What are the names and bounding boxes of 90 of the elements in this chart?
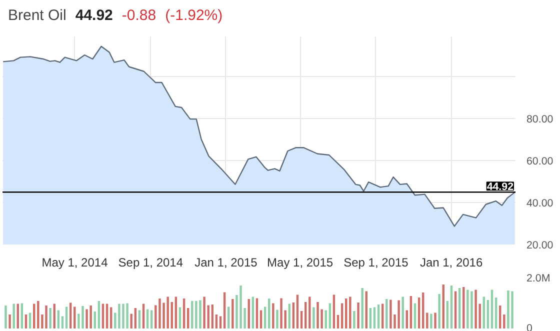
bar — [8, 314, 11, 328]
bar — [486, 300, 490, 328]
bar — [248, 299, 250, 328]
bar — [24, 314, 28, 328]
bar — [170, 302, 173, 328]
bar — [37, 301, 40, 328]
bar — [49, 308, 52, 328]
bar — [215, 314, 218, 328]
x-tick-label: May 1, 2014 — [42, 256, 108, 270]
bar — [349, 296, 352, 328]
bar — [134, 308, 137, 328]
bar — [182, 298, 186, 328]
x-tick-label: Jan 1, 2016 — [420, 256, 483, 270]
bar — [186, 308, 190, 328]
bar — [345, 298, 348, 328]
bar — [308, 296, 311, 328]
y-tick-label: 60.00 — [526, 155, 554, 168]
bar — [353, 311, 356, 328]
bar — [507, 290, 510, 328]
bar — [199, 300, 202, 328]
bar — [369, 308, 372, 328]
bar — [300, 311, 303, 328]
bar — [211, 304, 214, 328]
bar — [268, 298, 270, 328]
y-tick-label: 80.00 — [526, 113, 554, 126]
y-tick-label: 20.00 — [526, 240, 554, 252]
bar — [426, 312, 428, 328]
bar — [118, 304, 120, 328]
x-tick-label: Jan 1, 2015 — [194, 256, 258, 270]
bar — [390, 300, 392, 328]
bar — [191, 301, 194, 328]
y-tick-label: 2.0M — [526, 272, 550, 284]
bar — [82, 306, 84, 328]
bar — [430, 314, 432, 328]
y-tick-label: 40.00 — [526, 197, 554, 210]
text: 44.92 — [75, 7, 113, 24]
bar — [418, 298, 420, 328]
bar — [498, 306, 502, 328]
bar — [324, 310, 327, 328]
bar — [86, 309, 88, 328]
x-tick-label: May 1, 2015 — [267, 256, 334, 270]
bar — [166, 296, 169, 328]
bar — [442, 284, 444, 328]
bar — [438, 294, 440, 328]
bar — [466, 290, 469, 328]
ref-line-label: 44.92 — [486, 181, 514, 194]
bar — [386, 299, 388, 328]
bar — [410, 296, 412, 328]
x-tick-label: Sep 1, 2015 — [344, 256, 409, 270]
bar — [98, 301, 100, 328]
bar — [434, 312, 436, 328]
bar — [357, 302, 360, 328]
bar — [398, 300, 400, 328]
bar — [304, 302, 307, 328]
bar — [462, 287, 465, 328]
bar — [336, 315, 340, 328]
bar — [12, 304, 15, 328]
bar — [377, 304, 380, 328]
bar — [240, 286, 242, 328]
x-tick-label: Sep 1, 2014 — [118, 256, 184, 270]
bar — [511, 291, 514, 328]
bar — [90, 306, 92, 328]
text: (-1.92%) — [165, 7, 223, 24]
bar — [45, 306, 48, 328]
bar — [458, 288, 461, 328]
bar — [130, 314, 132, 328]
bar — [276, 310, 278, 328]
bar — [280, 298, 282, 328]
bar — [503, 314, 506, 328]
bar — [474, 290, 477, 328]
bar — [446, 301, 449, 328]
bar — [195, 301, 198, 328]
bar — [203, 296, 206, 328]
bar — [4, 306, 7, 328]
bar — [126, 303, 128, 328]
bar — [494, 298, 498, 328]
chart-title: Brent Oil — [8, 7, 66, 24]
bar — [450, 286, 453, 328]
text: -0.88 — [122, 7, 156, 24]
bar — [312, 307, 315, 328]
bar — [361, 288, 364, 328]
bar — [158, 298, 161, 328]
bar — [232, 299, 234, 328]
bar — [122, 304, 124, 328]
bar — [402, 296, 404, 328]
bar — [422, 292, 424, 328]
bar — [316, 302, 319, 328]
bar — [272, 303, 274, 328]
bar — [292, 302, 295, 328]
bar — [470, 291, 473, 328]
